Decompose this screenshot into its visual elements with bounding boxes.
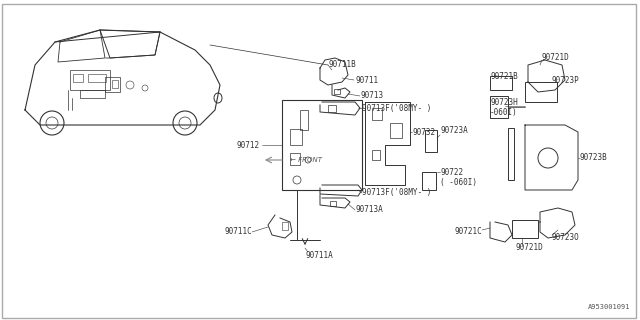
Text: 90721D: 90721D xyxy=(515,244,543,252)
Bar xyxy=(290,129,302,145)
Bar xyxy=(334,89,340,94)
Text: 90722: 90722 xyxy=(440,167,463,177)
Bar xyxy=(290,153,300,165)
Text: 90723P: 90723P xyxy=(552,76,580,84)
Text: 90711B: 90711B xyxy=(328,60,356,68)
Bar xyxy=(422,172,436,190)
Text: -060I): -060I) xyxy=(490,108,518,116)
Bar xyxy=(390,123,402,138)
Bar xyxy=(425,130,437,152)
Text: ← FRONT: ← FRONT xyxy=(290,157,322,163)
Bar xyxy=(490,76,512,90)
Bar xyxy=(490,96,508,118)
Text: 90723H: 90723H xyxy=(490,98,518,107)
Text: 90723A: 90723A xyxy=(440,125,468,134)
Text: 90721B: 90721B xyxy=(490,71,518,81)
Text: A953001091: A953001091 xyxy=(588,304,630,310)
Bar xyxy=(282,100,362,190)
Bar xyxy=(80,90,105,98)
Bar xyxy=(282,222,288,230)
Bar xyxy=(70,70,110,90)
Text: 90711C: 90711C xyxy=(224,228,252,236)
Bar xyxy=(330,201,336,206)
Bar xyxy=(88,74,106,82)
Text: 90711: 90711 xyxy=(355,76,378,84)
Text: 90713: 90713 xyxy=(360,92,383,100)
Bar xyxy=(73,74,83,82)
Bar xyxy=(328,105,336,112)
Text: 90713F('08MY- ): 90713F('08MY- ) xyxy=(362,188,431,197)
Bar xyxy=(508,128,514,180)
Bar xyxy=(372,108,382,120)
Text: 90712: 90712 xyxy=(237,140,260,149)
Text: 90721C: 90721C xyxy=(454,228,482,236)
Text: 90723B: 90723B xyxy=(580,154,608,163)
Text: 90721D: 90721D xyxy=(542,53,570,62)
Bar xyxy=(372,150,380,160)
Text: 90713F('08MY- ): 90713F('08MY- ) xyxy=(362,103,431,113)
Text: ( -060I): ( -060I) xyxy=(440,178,477,187)
Bar xyxy=(112,80,118,88)
Text: 90711A: 90711A xyxy=(305,251,333,260)
Bar xyxy=(105,77,120,92)
Bar xyxy=(525,82,557,102)
Text: 90723O: 90723O xyxy=(552,234,580,243)
Bar xyxy=(512,220,538,238)
Bar xyxy=(300,110,308,130)
Text: 90732: 90732 xyxy=(412,127,435,137)
Text: 90713A: 90713A xyxy=(355,205,383,214)
